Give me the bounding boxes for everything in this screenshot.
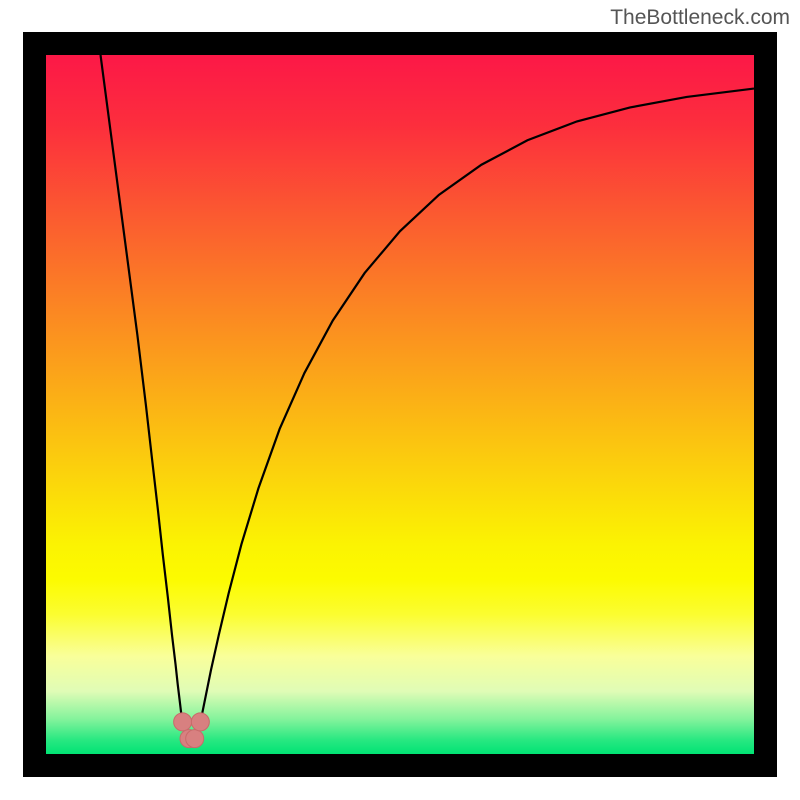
- minimum-marker: [186, 730, 204, 748]
- figure-container: TheBottleneck.com: [0, 0, 800, 800]
- minimum-marker: [174, 713, 192, 731]
- attribution-label: TheBottleneck.com: [610, 6, 790, 30]
- bottleneck-chart: [0, 0, 800, 800]
- plot-background: [46, 55, 754, 754]
- minimum-marker: [191, 713, 209, 731]
